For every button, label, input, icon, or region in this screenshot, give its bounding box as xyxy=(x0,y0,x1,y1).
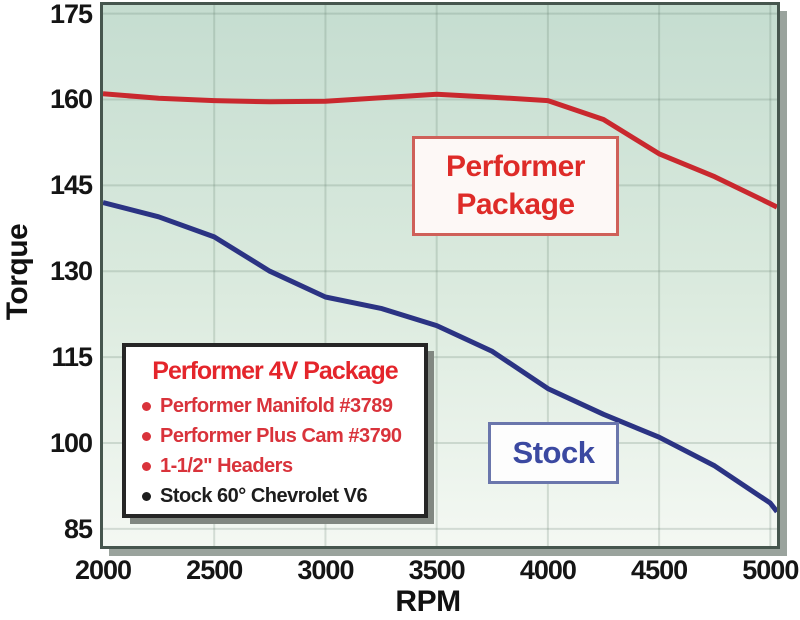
y-tick-label-175: 175 xyxy=(49,0,93,29)
spec-legend-box: Performer 4V Package Performer Manifold … xyxy=(122,343,428,518)
legend-item-3: Stock 60° Chevrolet V6 xyxy=(140,481,410,511)
legend-items: Performer Manifold #3789 Performer Plus C… xyxy=(140,391,410,511)
y-tick-label-130: 130 xyxy=(49,256,93,287)
performer-package-label-line2: Package xyxy=(456,188,575,221)
y-tick-label-85: 85 xyxy=(63,513,93,544)
legend-bullet-icon xyxy=(142,401,151,411)
performer-package-label-line1: Performer xyxy=(446,150,585,183)
legend-bullet-icon xyxy=(142,431,151,441)
legend-item-text: Performer Manifold #3789 xyxy=(160,394,393,417)
legend-title: Performer 4V Package xyxy=(152,357,398,385)
series-curve-performer-package xyxy=(103,91,777,210)
x-tick-label-2500: 2500 xyxy=(186,555,243,585)
performer-package-label: Performer Package xyxy=(412,136,619,236)
legend-item-1: Performer Plus Cam #3790 xyxy=(140,421,410,451)
y-axis-title: Torque xyxy=(1,223,34,321)
x-tick-label-3500: 3500 xyxy=(408,555,466,585)
y-tick-label-145: 145 xyxy=(49,170,93,201)
legend-item-text: Stock 60° Chevrolet V6 xyxy=(160,484,368,507)
x-tick-label-2000: 2000 xyxy=(74,555,132,585)
series-curve-stock xyxy=(103,200,777,514)
x-tick-label-5000: 5000 xyxy=(742,555,799,585)
legend-item-text: Performer Plus Cam #3790 xyxy=(160,424,402,447)
x-tick-label-4000: 4000 xyxy=(519,555,577,585)
legend-item-2: 1-1/2" Headers xyxy=(140,451,410,481)
y-tick-label-100: 100 xyxy=(49,427,93,458)
x-axis-title: RPM xyxy=(395,585,461,618)
y-tick-label-160: 160 xyxy=(49,84,93,115)
legend-item-text: 1-1/2" Headers xyxy=(160,454,293,477)
legend-bullet-icon xyxy=(142,491,151,501)
y-tick-label-115: 115 xyxy=(51,342,93,373)
x-tick-label-4500: 4500 xyxy=(631,555,688,585)
legend-item-0: Performer Manifold #3789 xyxy=(140,391,410,421)
legend-bullet-icon xyxy=(142,461,151,471)
x-tick-label-3000: 3000 xyxy=(297,555,354,585)
stock-label: Stock xyxy=(488,422,619,484)
